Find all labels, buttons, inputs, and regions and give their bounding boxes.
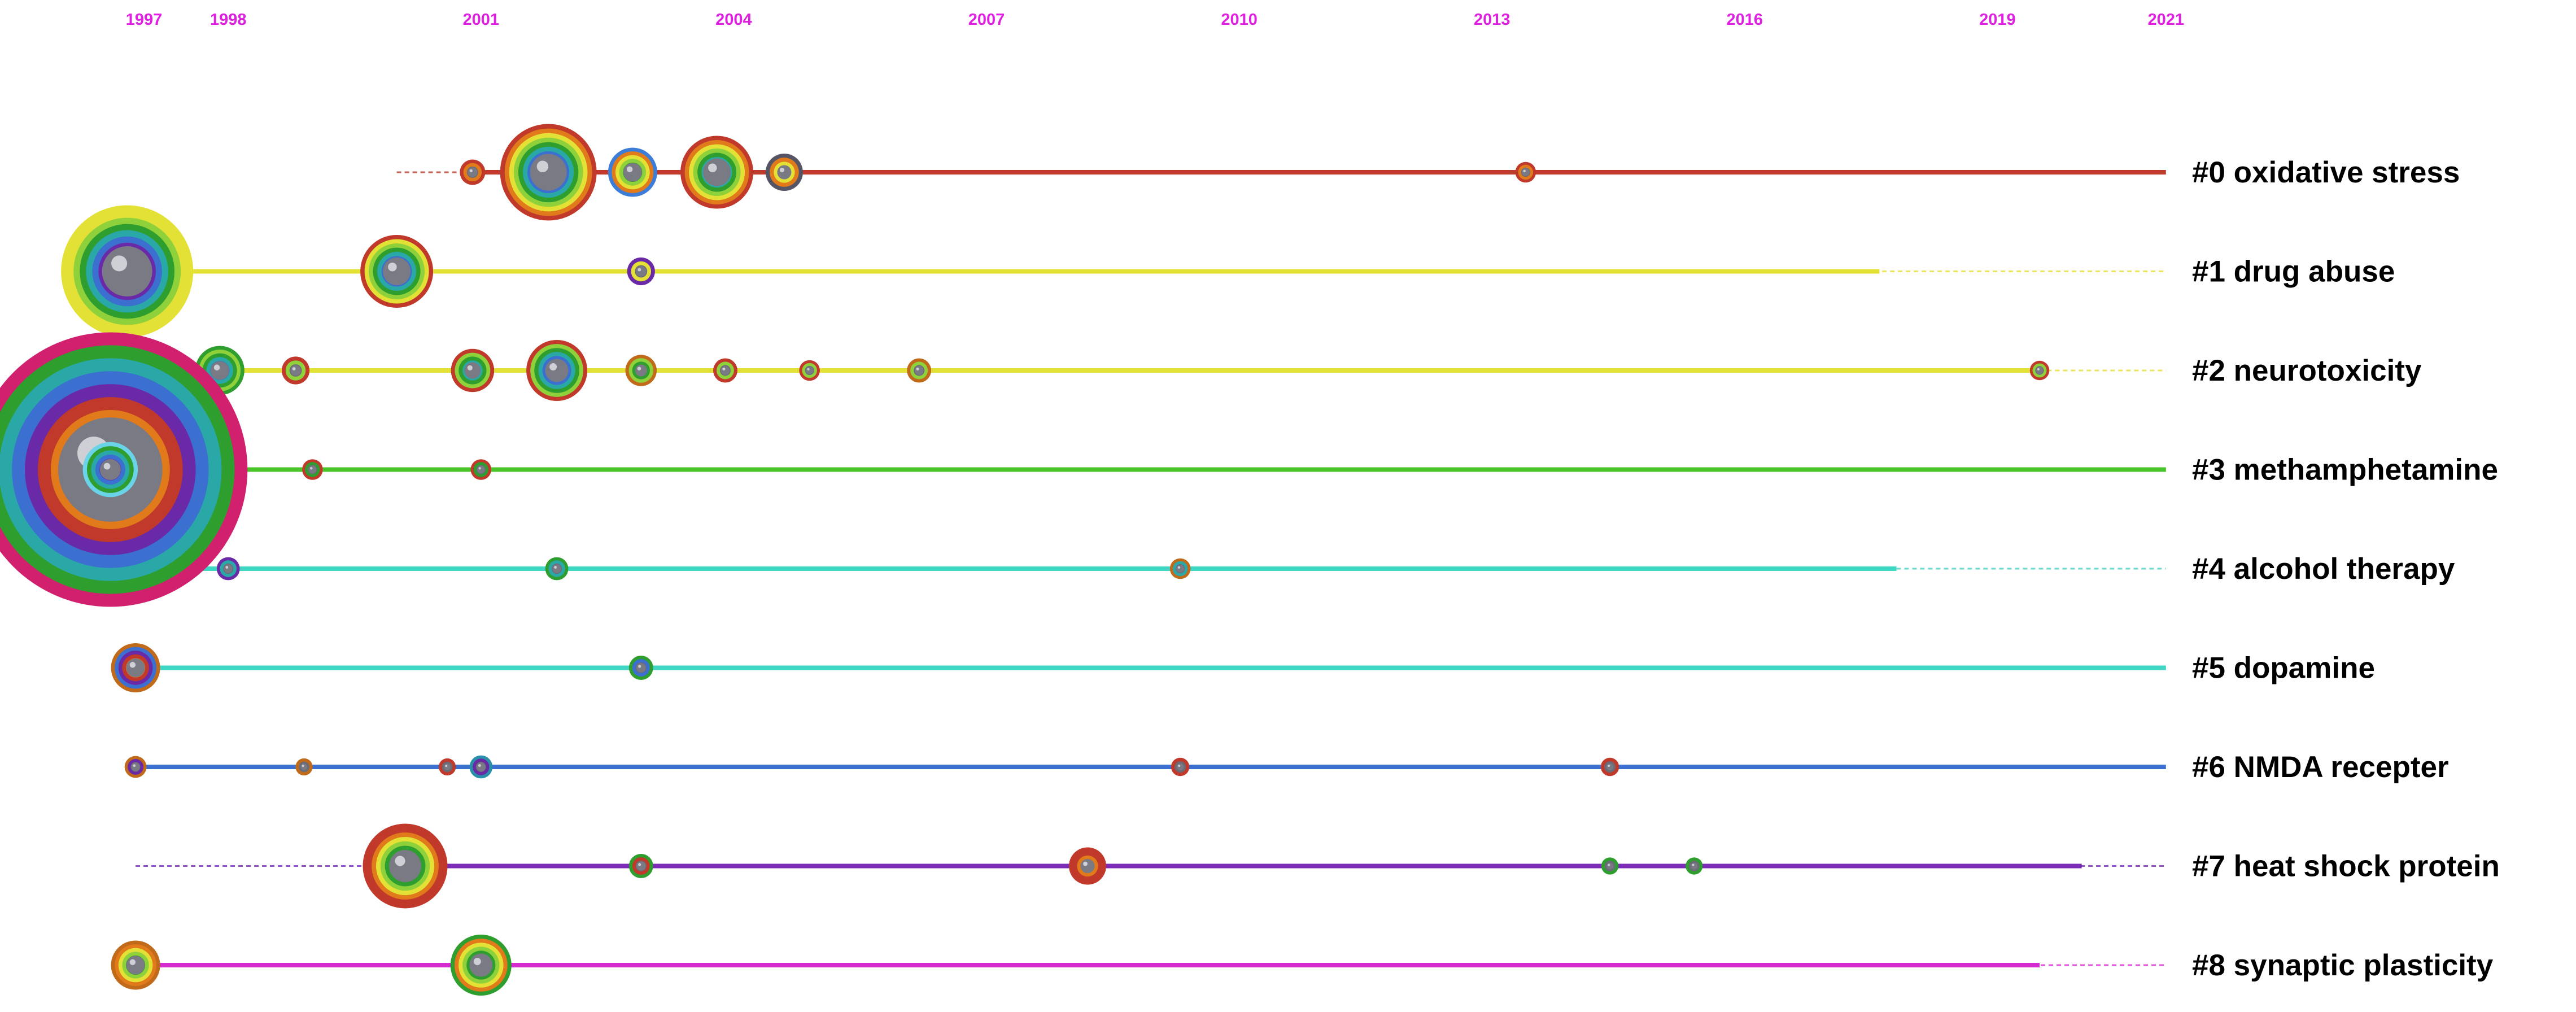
year-tick-label: 1998: [210, 11, 247, 29]
citation-node[interactable]: [1171, 757, 1190, 777]
citation-node[interactable]: [82, 442, 138, 498]
citation-node[interactable]: [61, 205, 194, 338]
cluster-label: #4 alcohol therapy: [2192, 552, 2455, 586]
year-tick-label: 2004: [715, 11, 752, 29]
citation-node[interactable]: [1515, 162, 1536, 183]
citation-node[interactable]: [500, 124, 597, 221]
citation-node[interactable]: [1069, 847, 1107, 885]
citation-node[interactable]: [451, 348, 495, 392]
citation-node[interactable]: [1169, 558, 1191, 579]
citation-node[interactable]: [363, 823, 448, 909]
citation-node[interactable]: [2029, 360, 2050, 381]
cluster-label: #5 dopamine: [2192, 652, 2375, 685]
year-tick-label: 2016: [1727, 11, 1763, 29]
citation-node[interactable]: [438, 758, 456, 776]
year-tick-label: 2021: [2148, 11, 2185, 29]
cluster-label: #1 drug abuse: [2192, 255, 2395, 289]
year-tick-label: 2001: [463, 11, 500, 29]
citation-node[interactable]: [526, 340, 588, 401]
citation-node[interactable]: [628, 854, 653, 878]
citation-node[interactable]: [360, 235, 434, 308]
citation-node[interactable]: [295, 758, 313, 776]
citation-node[interactable]: [907, 358, 932, 383]
year-tick-label: 2013: [1474, 11, 1510, 29]
citation-node[interactable]: [627, 257, 655, 286]
citation-node[interactable]: [302, 459, 323, 480]
citation-node[interactable]: [111, 643, 160, 692]
citation-node[interactable]: [281, 356, 310, 385]
citation-node[interactable]: [1686, 857, 1703, 875]
citation-node[interactable]: [799, 360, 820, 381]
cluster-label: #0 oxidative stress: [2192, 156, 2460, 189]
citation-node[interactable]: [469, 755, 493, 779]
citation-node[interactable]: [1601, 857, 1619, 875]
year-tick-label: 1997: [126, 11, 163, 29]
citation-node[interactable]: [124, 756, 147, 778]
citation-node[interactable]: [608, 147, 657, 197]
cluster-labels: #0 oxidative stress #1 drug abuse #2 neuro…: [2192, 156, 2500, 982]
citation-node[interactable]: [111, 940, 160, 990]
cluster-label: #6 NMDA recepter: [2192, 751, 2449, 784]
year-tick-label: 2019: [1979, 11, 2016, 29]
cluster-nodes: [0, 124, 2050, 996]
citation-node[interactable]: [470, 459, 492, 480]
citation-node[interactable]: [713, 358, 737, 383]
citation-node[interactable]: [460, 159, 486, 185]
citation-node[interactable]: [625, 355, 657, 386]
year-tick-label: 2010: [1221, 11, 1258, 29]
cluster-label: #2 neurotoxicity: [2192, 354, 2422, 387]
citation-node[interactable]: [450, 935, 512, 996]
cluster-label: #3 methamphetamine: [2192, 453, 2498, 487]
citation-node[interactable]: [545, 557, 569, 581]
citation-node[interactable]: [680, 136, 754, 209]
citation-node[interactable]: [1600, 757, 1619, 777]
citation-node[interactable]: [765, 154, 803, 191]
citation-node[interactable]: [628, 656, 653, 680]
year-tick-label: 2007: [968, 11, 1005, 29]
cluster-label: #7 heat shock protein: [2192, 850, 2500, 883]
citation-node[interactable]: [216, 557, 240, 581]
year-axis: 1997 1998 2001 2004 2007 2010 2013 2016 2019 2021: [126, 11, 2184, 29]
cluster-label: #8 synaptic plasticity: [2192, 949, 2494, 982]
